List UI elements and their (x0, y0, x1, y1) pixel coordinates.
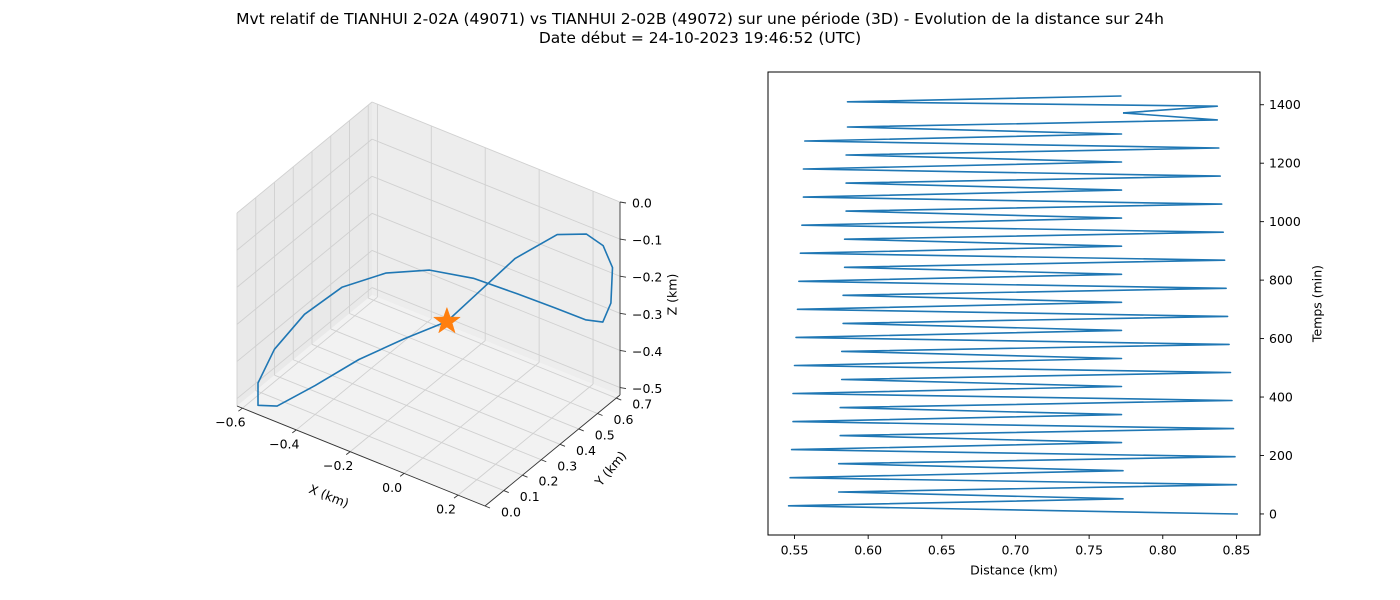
x-tick-label: −0.4 (269, 436, 299, 451)
distance-x-axis-label: Distance (km) (970, 563, 1058, 578)
x-tick-label: 0.0 (382, 480, 402, 495)
grid-back-z (371, 175, 621, 277)
distance-y-tick-label: 800 (1269, 273, 1293, 288)
trajectory-line (257, 233, 614, 407)
y-tick (541, 459, 547, 463)
y-tick (578, 428, 584, 432)
distance-x-tick-label: 0.85 (1223, 543, 1251, 558)
z-tick-label: −0.4 (632, 344, 662, 359)
origin-star-marker (432, 306, 461, 334)
figure-title-block: Mvt relatif de TIANHUI 2-02A (49071) vs … (0, 10, 1400, 48)
distance-x-tick-label: 0.75 (1075, 543, 1103, 558)
grid-back-z (371, 138, 621, 240)
grid-floor-y (255, 390, 504, 492)
y-tick-label: 0.4 (576, 443, 596, 458)
y-tick-label: 0.7 (632, 397, 652, 412)
distance-y-tick-label: 1000 (1269, 214, 1301, 229)
grid-left-z (236, 212, 373, 325)
z-tick (619, 238, 627, 241)
figure-subtitle: Date début = 24-10-2023 19:46:52 (UTC) (538, 29, 862, 47)
z-tick-label: 0.0 (632, 196, 652, 211)
x-tick-label: −0.6 (215, 415, 245, 430)
z-tick (619, 275, 627, 278)
z-tick (619, 387, 627, 390)
x-tick (453, 494, 459, 499)
z-tick (619, 350, 627, 352)
x-tick-label: 0.2 (436, 502, 456, 517)
distance-x-tick-label: 0.70 (1002, 543, 1030, 558)
grid-floor-y (293, 359, 542, 461)
distance-x-tick-label: 0.80 (1149, 543, 1177, 558)
y-tick-label: 0.6 (614, 412, 634, 427)
grid-left-z (236, 138, 373, 251)
back-pane (372, 102, 620, 395)
distance-x-tick-label: 0.65 (928, 543, 956, 558)
grid-floor-y (274, 374, 523, 476)
grid-back-z (371, 101, 621, 203)
grid-floor-y (311, 343, 561, 445)
grid-floor-y (330, 328, 579, 430)
z-tick (619, 201, 627, 204)
y-tick-label: 0.0 (501, 505, 521, 520)
distance-series-line (846, 95, 1219, 114)
y-tick-label: 0.2 (539, 474, 559, 489)
grid-left-z (236, 101, 373, 214)
grid-left-z (236, 175, 373, 288)
y-tick (503, 490, 509, 494)
y-tick (616, 397, 622, 401)
distance-y-tick-label: 600 (1269, 331, 1293, 346)
y-tick-label: 0.1 (520, 489, 540, 504)
z-tick (619, 312, 627, 315)
distance-y-tick-label: 1200 (1269, 156, 1301, 171)
distance-y-tick-label: 200 (1269, 448, 1293, 463)
z-tick-label: −0.3 (632, 307, 662, 322)
grid-back-z (371, 250, 621, 351)
y-tick (559, 443, 566, 447)
y-tick (597, 413, 603, 416)
z-tick-label: −0.1 (632, 233, 662, 248)
distance-series-line (787, 112, 1238, 515)
distance-y-axis-label: Temps (min) (1310, 265, 1325, 343)
x-tick (399, 473, 405, 477)
left-pane (237, 102, 372, 406)
y-tick-label: 0.3 (557, 458, 577, 473)
x-tick (345, 451, 351, 456)
grid-left-z (236, 250, 373, 362)
grid-floor-y (368, 297, 617, 399)
y-tick (484, 505, 491, 509)
distance-x-tick-label: 0.60 (854, 543, 882, 558)
figure-title: Mvt relatif de TIANHUI 2-02A (49071) vs … (236, 10, 1164, 28)
y-tick (522, 474, 528, 478)
grid-floor-y (349, 313, 598, 414)
y-axis-label: Y (km) (591, 448, 629, 490)
x-tick (238, 407, 243, 412)
x-axis-label: X (km) (307, 481, 351, 511)
z-tick-label: −0.2 (632, 270, 662, 285)
distance-x-tick-label: 0.55 (781, 543, 809, 558)
z-tick-label: −0.5 (632, 381, 662, 396)
y-tick-label: 0.5 (595, 427, 615, 442)
z-axis-label: Z (km) (665, 274, 680, 316)
x-axis-line (236, 405, 486, 507)
grid-back-z (371, 212, 621, 314)
distance-y-tick-label: 1400 (1269, 97, 1301, 112)
grid-back-z (371, 287, 621, 388)
distance-y-tick-label: 0 (1269, 506, 1277, 521)
distance-y-tick-label: 400 (1269, 390, 1293, 405)
x-tick-label: −0.2 (323, 458, 353, 473)
x-tick (292, 429, 297, 434)
